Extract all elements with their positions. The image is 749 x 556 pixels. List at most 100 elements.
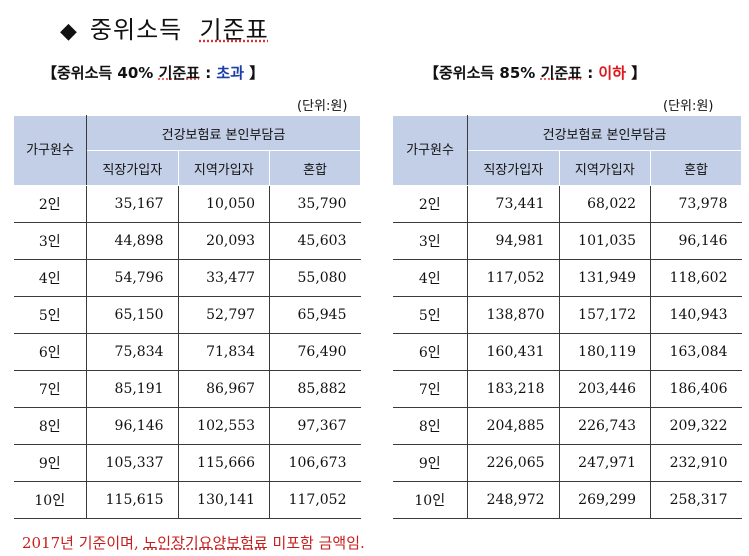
row-label: 2인 (13, 185, 87, 223)
table-row: 2인 35,167 10,050 35,790 (13, 185, 361, 223)
table-cell: 138,870 (467, 296, 560, 334)
group-header: 건강보험료 본인부담금 (467, 115, 742, 151)
left-table-subtitle: 【중위소득 40% 기준표 : 초과 】 (42, 62, 264, 83)
right-table-subtitle: 【중위소득 85% 기준표 : 이하 】 (424, 62, 646, 83)
right-subtitle-prefix: 【중위소득 85% (424, 64, 536, 82)
table-row: 8인 96,146 102,553 97,367 (13, 407, 361, 445)
table-row: 7인 85,191 86,967 85,882 (13, 370, 361, 408)
right-subtitle-suffix: 】 (626, 64, 647, 82)
table-cell: 10,050 (178, 185, 271, 223)
left-subtitle-keyword: 기준표 (158, 64, 200, 82)
table-cell: 186,406 (650, 370, 742, 408)
table-cell: 96,146 (86, 407, 179, 445)
table-cell: 71,834 (178, 333, 271, 371)
row-label: 8인 (392, 407, 468, 445)
table-cell: 203,446 (559, 370, 652, 408)
table-cell: 35,167 (86, 185, 179, 223)
table-cell: 180,119 (559, 333, 652, 371)
table-cell: 96,146 (650, 222, 742, 260)
row-label: 6인 (392, 333, 468, 371)
table-row: 10인 115,615 130,141 117,052 (13, 481, 361, 519)
left-table: 가구원수 건강보험료 본인부담금 직장가입자 지역가입자 혼합 2인 35,167… (13, 115, 361, 519)
col-header: 직장가입자 (467, 150, 560, 186)
row-label: 6인 (13, 333, 87, 371)
table-row: 9인 226,065 247,971 232,910 (392, 444, 742, 482)
row-label: 2인 (392, 185, 468, 223)
table-row: 3인 94,981 101,035 96,146 (392, 222, 742, 260)
table-cell: 54,796 (86, 259, 179, 297)
title-text: 중위소득 (89, 16, 183, 44)
left-subtitle-colon: : (199, 64, 217, 82)
left-status: 초과 (216, 64, 245, 82)
table-cell: 163,084 (650, 333, 742, 371)
right-table-body: 2인 73,441 68,022 73,978 3인 94,981 101,035 96,14… (392, 185, 742, 519)
row-label: 9인 (13, 444, 87, 482)
table-cell: 248,972 (467, 481, 560, 519)
table-cell: 247,971 (559, 444, 652, 482)
table-cell: 130,141 (178, 481, 271, 519)
table-row: 6인 75,834 71,834 76,490 (13, 333, 361, 371)
table-cell: 118,602 (650, 259, 742, 297)
right-subtitle-keyword: 기준표 (540, 64, 582, 82)
table-row: 6인 160,431 180,119 163,084 (392, 333, 742, 371)
right-unit-label: (단위:원) (663, 99, 714, 114)
table-row: 5인 138,870 157,172 140,943 (392, 296, 742, 334)
col-header: 지역가입자 (558, 150, 652, 186)
left-subtitle-prefix: 【중위소득 40% (42, 64, 154, 82)
table-cell: 232,910 (650, 444, 742, 482)
title-underlined: 기준표 (199, 16, 269, 44)
table-cell: 33,477 (178, 259, 271, 297)
table-cell: 140,943 (650, 296, 742, 334)
table-cell: 183,218 (467, 370, 560, 408)
rowhead-header: 가구원수 (392, 115, 468, 186)
diamond-bullet-icon: ◆ (60, 19, 78, 44)
col-header: 지역가입자 (177, 150, 271, 186)
table-cell: 101,035 (559, 222, 652, 260)
table-cell: 35,790 (269, 185, 361, 223)
row-label: 3인 (392, 222, 468, 260)
table-row: 2인 73,441 68,022 73,978 (392, 185, 742, 223)
table-cell: 269,299 (559, 481, 652, 519)
footnote: 2017년 기준이며, 노인장기요양보험료 미포함 금액임. (22, 532, 365, 553)
row-label: 7인 (392, 370, 468, 408)
table-cell: 55,080 (269, 259, 361, 297)
right-table: 가구원수 건강보험료 본인부담금 직장가입자 지역가입자 혼합 2인 73,441… (392, 115, 742, 519)
table-cell: 94,981 (467, 222, 560, 260)
right-status: 이하 (598, 64, 627, 82)
table-cell: 115,615 (86, 481, 179, 519)
left-unit-label: (단위:원) (297, 99, 348, 114)
table-row: 3인 44,898 20,093 45,603 (13, 222, 361, 260)
table-cell: 102,553 (178, 407, 271, 445)
left-subtitle-suffix: 】 (244, 64, 265, 82)
table-row: 4인 54,796 33,477 55,080 (13, 259, 361, 297)
table-cell: 226,743 (559, 407, 652, 445)
row-label: 9인 (392, 444, 468, 482)
table-cell: 204,885 (467, 407, 560, 445)
table-cell: 226,065 (467, 444, 560, 482)
table-row: 4인 117,052 131,949 118,602 (392, 259, 742, 297)
table-cell: 115,666 (178, 444, 271, 482)
col-header: 직장가입자 (86, 150, 179, 186)
table-cell: 65,150 (86, 296, 179, 334)
page-title: ◆ 중위소득 기준표 (60, 10, 269, 45)
left-table-body: 2인 35,167 10,050 35,790 3인 44,898 20,093 45,603… (13, 185, 361, 519)
table-cell: 68,022 (559, 185, 652, 223)
row-label: 4인 (392, 259, 468, 297)
table-row: 5인 65,150 52,797 65,945 (13, 296, 361, 334)
table-cell: 52,797 (178, 296, 271, 334)
footnote-suffix: 미포함 금액임. (267, 534, 365, 552)
table-cell: 44,898 (86, 222, 179, 260)
rowhead-header: 가구원수 (13, 115, 87, 186)
row-label: 7인 (13, 370, 87, 408)
table-cell: 117,052 (269, 481, 361, 519)
footnote-prefix: 2017년 기준이며, (22, 534, 144, 552)
table-cell: 106,673 (269, 444, 361, 482)
table-cell: 117,052 (467, 259, 560, 297)
table-cell: 45,603 (269, 222, 361, 260)
row-label: 10인 (13, 481, 87, 519)
row-label: 5인 (13, 296, 87, 334)
right-subtitle-colon: : (581, 64, 599, 82)
table-cell: 20,093 (178, 222, 271, 260)
row-label: 5인 (392, 296, 468, 334)
table-row: 7인 183,218 203,446 186,406 (392, 370, 742, 408)
